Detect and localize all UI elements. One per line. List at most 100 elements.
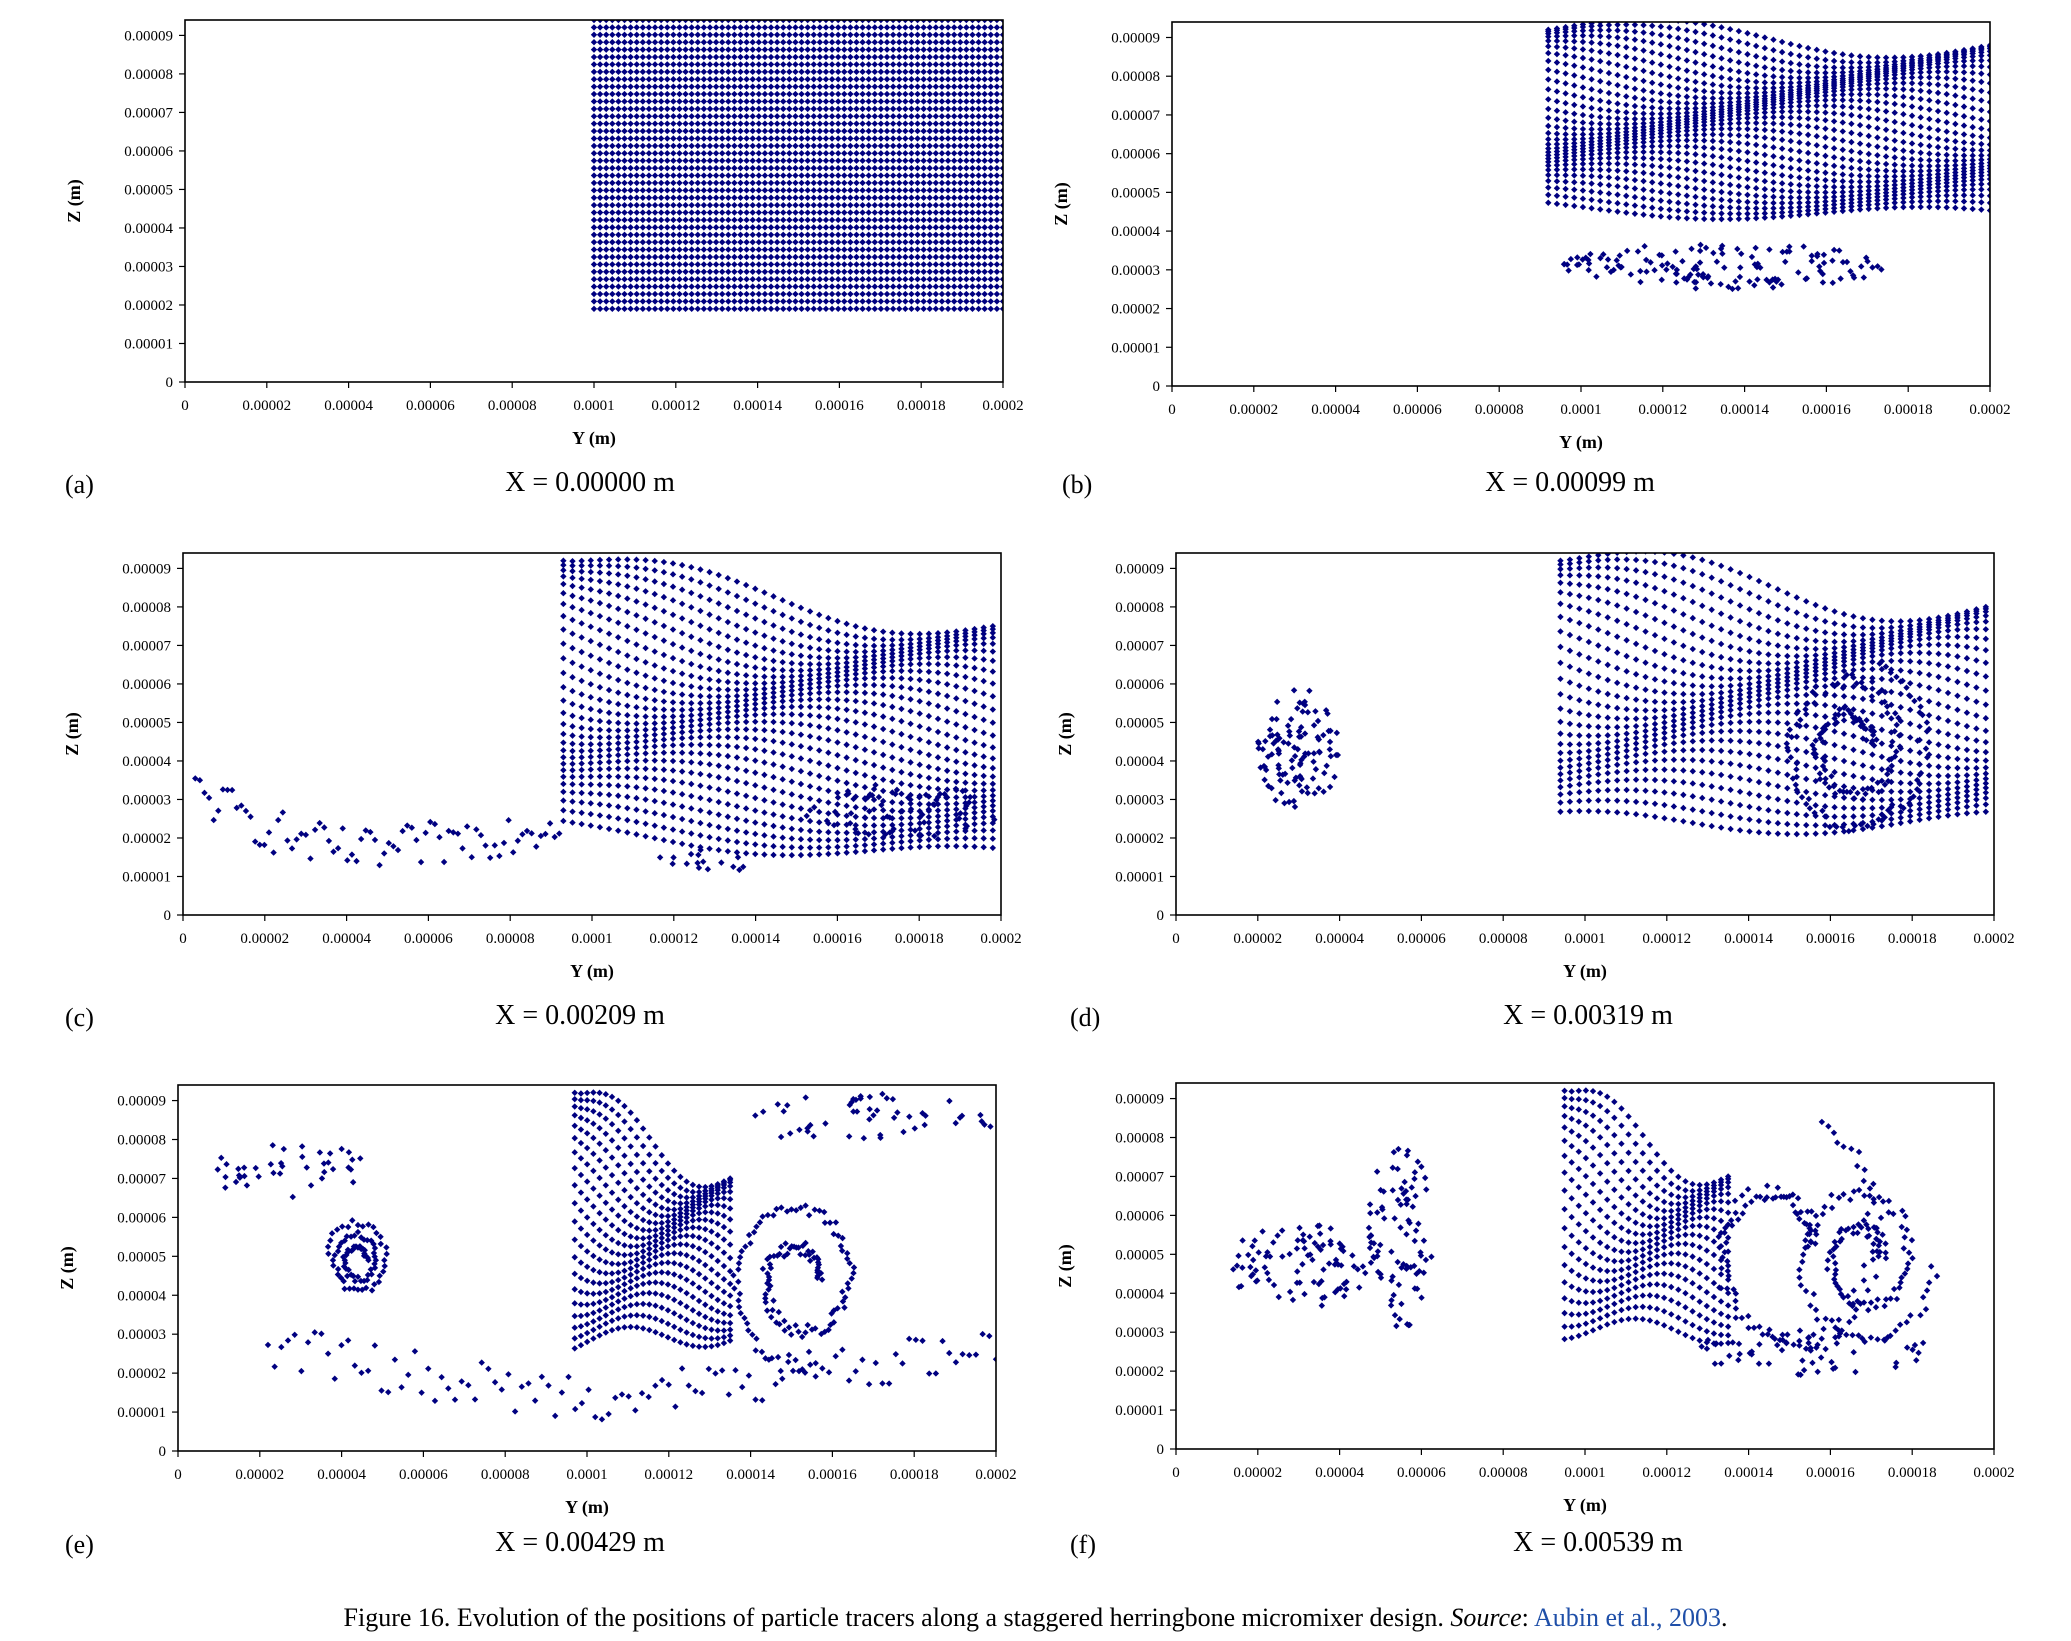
data-point (1562, 90, 1569, 97)
data-point (896, 194, 903, 201)
data-point (615, 31, 622, 39)
data-point (694, 187, 701, 194)
data-point (755, 268, 763, 276)
data-point (792, 172, 799, 179)
data-point (1640, 135, 1647, 142)
data-point (697, 622, 704, 629)
data-point (743, 209, 750, 216)
data-point (981, 246, 988, 253)
data-point (1579, 111, 1587, 119)
data-point (798, 276, 805, 283)
data-point (749, 120, 756, 127)
data-point (938, 113, 946, 120)
data-point (615, 53, 622, 61)
data-point (1562, 124, 1569, 132)
data-point (810, 98, 817, 105)
data-point (1969, 192, 1976, 199)
data-point (902, 127, 909, 135)
data-point (816, 39, 824, 46)
data-point (761, 90, 769, 98)
data-point (664, 164, 671, 172)
data-point (633, 53, 640, 61)
data-point (987, 61, 994, 68)
x-tick-label: 0.00012 (1638, 402, 1687, 418)
data-point (1649, 69, 1656, 77)
data-point (700, 135, 708, 142)
data-point (669, 667, 677, 675)
data-point (560, 567, 567, 574)
data-point (1744, 198, 1751, 206)
x-tick-label: 0.00004 (324, 398, 373, 414)
data-point (627, 179, 634, 187)
data-point (779, 667, 786, 674)
data-point (780, 53, 787, 61)
data-point (932, 127, 940, 135)
data-point (944, 216, 952, 224)
data-point (1588, 126, 1595, 133)
data-point (859, 68, 866, 76)
data-point (916, 646, 923, 653)
data-point (761, 685, 768, 693)
data-point (908, 120, 915, 127)
data-point (1640, 139, 1647, 146)
data-point (1674, 214, 1682, 221)
data-point (1726, 197, 1734, 204)
data-point (718, 157, 726, 164)
data-point (1770, 186, 1777, 194)
data-point (651, 557, 658, 565)
data-point (742, 625, 750, 633)
data-point (1640, 195, 1647, 202)
data-point (1908, 183, 1916, 190)
data-point (1804, 149, 1812, 157)
data-point (1874, 193, 1881, 201)
data-point (1692, 38, 1699, 45)
data-point (752, 654, 759, 661)
data-point (804, 224, 811, 231)
data-point (896, 90, 903, 98)
data-point (908, 224, 915, 231)
data-point (889, 24, 897, 31)
data-point (908, 179, 915, 187)
data-point (743, 187, 750, 194)
data-point (810, 194, 817, 201)
data-point (853, 209, 860, 216)
data-point (1631, 143, 1639, 151)
data-point (883, 61, 891, 68)
data-point (664, 68, 671, 76)
data-point (957, 150, 964, 157)
data-point (621, 238, 628, 246)
data-point (798, 187, 805, 194)
data-point (657, 157, 665, 164)
data-point (1649, 131, 1656, 138)
data-point (1908, 203, 1916, 211)
data-point (1585, 260, 1593, 267)
data-point (633, 253, 640, 261)
data-point (609, 238, 616, 246)
data-point (798, 98, 805, 105)
data-point (1813, 210, 1820, 217)
data-point (651, 633, 658, 641)
data-point (627, 46, 634, 53)
data-point (806, 621, 814, 629)
data-point (624, 583, 631, 590)
data-point (938, 68, 946, 76)
data-point (712, 127, 720, 135)
data-point (1605, 166, 1613, 174)
data-point (700, 46, 708, 53)
data-point (621, 209, 628, 216)
data-point (1830, 110, 1838, 117)
data-point (981, 120, 988, 127)
data-point (1770, 101, 1777, 108)
data-point (926, 76, 933, 83)
data-point (639, 105, 647, 113)
data-point (1804, 97, 1812, 105)
data-point (737, 238, 744, 246)
data-point (944, 290, 952, 298)
data-point (883, 39, 891, 46)
data-point (1770, 193, 1777, 201)
data-point (1856, 81, 1864, 89)
data-point (792, 150, 799, 157)
data-point (916, 660, 923, 668)
data-point (767, 179, 775, 187)
data-point (657, 150, 665, 157)
